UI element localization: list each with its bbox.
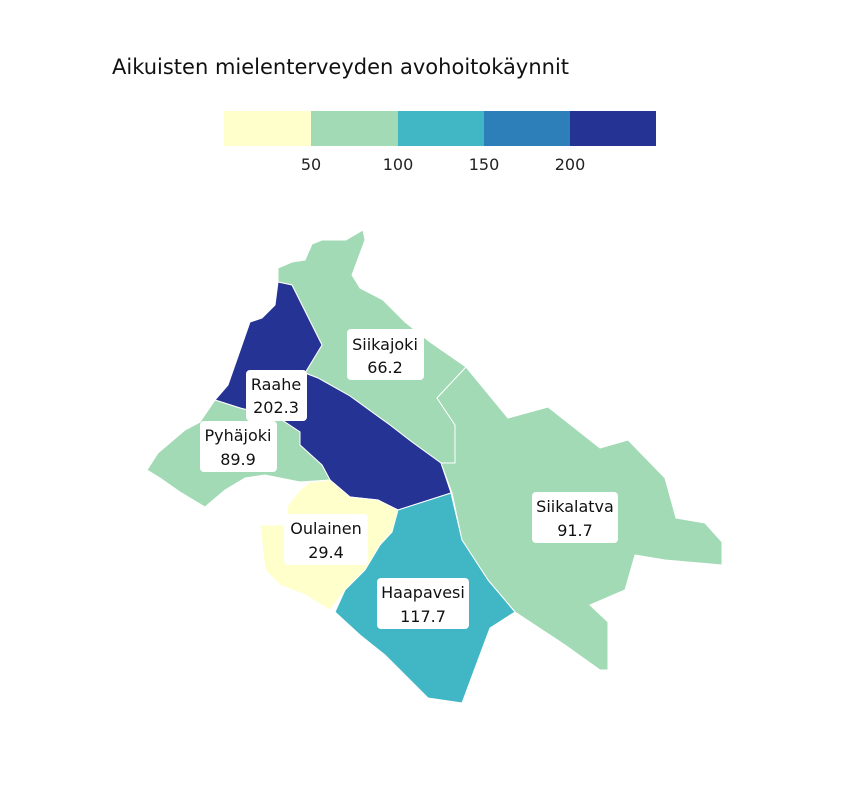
legend-swatch-5 (570, 111, 656, 146)
label-haapavesi: Haapavesi 117.7 (377, 578, 469, 629)
label-oulainen: Oulainen 29.4 (284, 514, 368, 565)
label-box (284, 514, 368, 565)
label-box (200, 421, 277, 472)
label-pyhajoki: Pyhäjoki 89.9 (200, 421, 277, 472)
region-name-label: Haapavesi (381, 583, 465, 602)
legend: 50 100 150 200 (224, 111, 656, 174)
region-name-label: Pyhäjoki (204, 426, 271, 445)
label-box (246, 370, 307, 421)
label-box (347, 329, 424, 380)
label-siikalatva: Siikalatva 91.7 (532, 492, 618, 543)
legend-swatch-3 (398, 111, 484, 146)
region-value-label: 202.3 (253, 398, 299, 417)
region-name-label: Siikalatva (536, 497, 614, 516)
legend-tick-label: 100 (383, 155, 414, 174)
region-value-label: 117.7 (400, 607, 446, 626)
region-value-label: 89.9 (220, 450, 256, 469)
label-siikajoki: Siikajoki 66.2 (347, 329, 424, 380)
label-box (532, 492, 618, 543)
region-name-label: Siikajoki (352, 335, 418, 354)
region-value-label: 91.7 (557, 521, 593, 540)
legend-swatch-2 (311, 111, 398, 146)
legend-tick-label: 200 (555, 155, 586, 174)
region-value-label: 29.4 (308, 543, 344, 562)
legend-swatch-4 (484, 111, 570, 146)
region-name-label: Oulainen (290, 519, 362, 538)
label-raahe: Raahe 202.3 (246, 370, 307, 421)
map-title: Aikuisten mielenterveyden avohoitokäynni… (112, 55, 570, 79)
legend-tick-label: 150 (469, 155, 500, 174)
label-box (377, 578, 469, 629)
legend-tick-label: 50 (301, 155, 321, 174)
region-value-label: 66.2 (367, 358, 403, 377)
legend-swatch-1 (224, 111, 311, 146)
region-name-label: Raahe (251, 375, 301, 394)
region-labels: Siikajoki 66.2 Raahe 202.3 Pyhäjoki 89.9… (200, 329, 618, 629)
